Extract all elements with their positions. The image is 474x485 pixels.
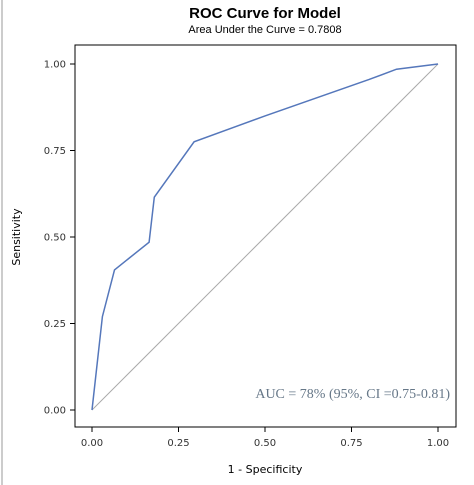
y-tick-label: 0.00: [44, 406, 66, 417]
x-tick-label: 0.25: [167, 438, 189, 449]
x-tick-label: 1.00: [427, 438, 449, 449]
x-tick-label: 0.50: [254, 438, 276, 449]
x-tick-label: 0.00: [81, 438, 103, 449]
y-tick-label: 1.00: [44, 60, 66, 71]
x-axis: 0.00 0.25 0.50 0.75 1.00: [81, 427, 449, 449]
y-tick-label: 0.25: [44, 319, 66, 330]
y-tick-label: 0.50: [44, 233, 66, 244]
x-axis-label: 1 - Specificity: [228, 463, 303, 476]
y-axis-label: Sensitivity: [10, 208, 23, 266]
chart-subtitle: Area Under the Curve = 0.7808: [188, 24, 341, 36]
reference-diagonal-line: [91, 63, 439, 411]
roc-series-line: [91, 63, 439, 411]
y-axis: 0.00 0.25 0.50 0.75 1.00: [44, 60, 75, 417]
auc-annotation: AUC = 78% (95%, CI =0.75-0.81): [255, 387, 450, 402]
x-tick-label: 0.75: [340, 438, 362, 449]
chart-title: ROC Curve for Model: [189, 5, 341, 22]
y-tick-label: 0.75: [44, 146, 66, 157]
